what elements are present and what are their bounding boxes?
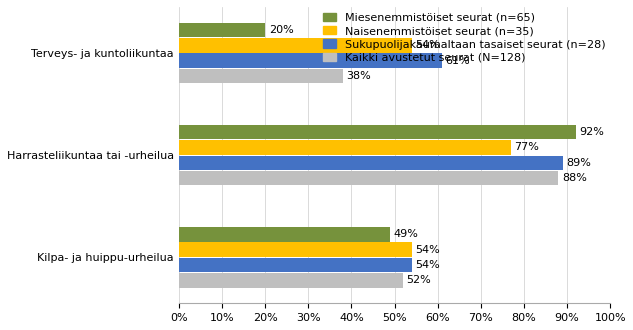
Bar: [179, 53, 442, 68]
Text: 52%: 52%: [406, 275, 432, 285]
Text: 49%: 49%: [394, 229, 418, 239]
Legend: Miesenemmistöiset seurat (n=65), Naisenemmistöiset seurat (n=35), Sukupuolijakau: Miesenemmistöiset seurat (n=65), Naisene…: [322, 13, 605, 63]
Bar: [179, 243, 412, 257]
Text: 54%: 54%: [415, 260, 440, 270]
Text: 38%: 38%: [346, 71, 371, 81]
Bar: [179, 140, 511, 155]
Bar: [179, 125, 576, 140]
Text: 88%: 88%: [562, 173, 587, 183]
Text: 77%: 77%: [515, 143, 539, 152]
Bar: [179, 23, 265, 37]
Bar: [179, 155, 563, 170]
Text: 54%: 54%: [415, 40, 440, 50]
Bar: [179, 273, 403, 288]
Bar: [179, 38, 412, 52]
Bar: [179, 171, 558, 185]
Text: 61%: 61%: [446, 55, 470, 66]
Bar: [179, 227, 391, 242]
Text: 54%: 54%: [415, 245, 440, 255]
Bar: [179, 69, 343, 83]
Text: 20%: 20%: [268, 25, 293, 35]
Bar: [179, 258, 412, 272]
Text: 92%: 92%: [579, 127, 604, 137]
Text: 89%: 89%: [567, 158, 591, 168]
